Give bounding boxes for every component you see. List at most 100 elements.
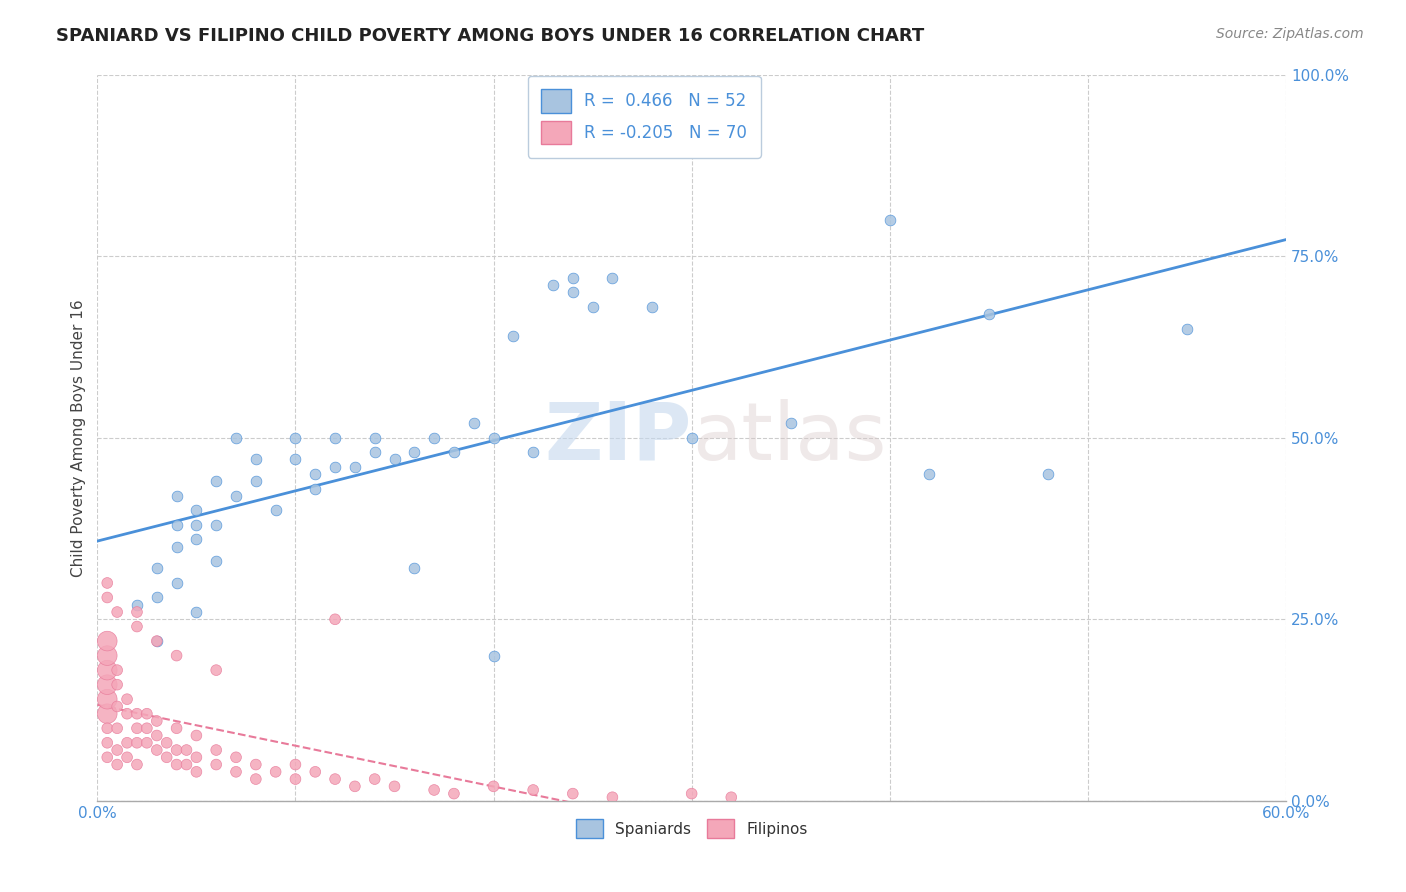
Point: [641, 300, 664, 314]
Point: [105, 757, 128, 772]
Point: [363, 431, 385, 445]
Text: atlas: atlas: [692, 399, 886, 476]
Point: [879, 212, 901, 227]
Point: [561, 285, 583, 300]
Point: [205, 517, 228, 532]
Text: Source: ZipAtlas.com: Source: ZipAtlas.com: [1216, 27, 1364, 41]
Point: [96, 692, 118, 706]
Point: [1038, 467, 1060, 481]
Point: [977, 307, 1000, 321]
Point: [146, 729, 169, 743]
Point: [105, 663, 128, 677]
Point: [323, 459, 346, 474]
Point: [225, 750, 247, 764]
Point: [146, 714, 169, 728]
Point: [186, 729, 208, 743]
Point: [245, 475, 267, 489]
Point: [304, 467, 326, 481]
Point: [284, 431, 307, 445]
Point: [225, 431, 247, 445]
Point: [96, 648, 118, 663]
Point: [105, 678, 128, 692]
Point: [156, 736, 179, 750]
Point: [166, 648, 188, 663]
Point: [264, 503, 287, 517]
Point: [166, 757, 188, 772]
Point: [602, 271, 624, 285]
Point: [363, 445, 385, 459]
Point: [482, 431, 505, 445]
Point: [176, 757, 198, 772]
Point: [96, 576, 118, 591]
Point: [186, 750, 208, 764]
Point: [205, 757, 228, 772]
Point: [96, 663, 118, 677]
Point: [482, 780, 505, 794]
Point: [1175, 322, 1198, 336]
Point: [443, 787, 465, 801]
Point: [146, 561, 169, 575]
Text: SPANIARD VS FILIPINO CHILD POVERTY AMONG BOYS UNDER 16 CORRELATION CHART: SPANIARD VS FILIPINO CHILD POVERTY AMONG…: [56, 27, 925, 45]
Point: [284, 757, 307, 772]
Point: [166, 721, 188, 735]
Point: [156, 750, 179, 764]
Point: [166, 540, 188, 554]
Point: [115, 736, 138, 750]
Point: [96, 736, 118, 750]
Point: [146, 634, 169, 648]
Point: [96, 634, 118, 648]
Point: [186, 503, 208, 517]
Point: [96, 591, 118, 605]
Point: [205, 475, 228, 489]
Point: [323, 612, 346, 626]
Point: [284, 452, 307, 467]
Point: [166, 576, 188, 591]
Point: [105, 699, 128, 714]
Point: [323, 431, 346, 445]
Point: [602, 790, 624, 805]
Point: [96, 706, 118, 721]
Point: [561, 271, 583, 285]
Point: [96, 750, 118, 764]
Point: [186, 517, 208, 532]
Point: [115, 692, 138, 706]
Point: [166, 489, 188, 503]
Point: [404, 561, 426, 575]
Point: [125, 736, 148, 750]
Point: [522, 783, 544, 797]
Point: [135, 706, 157, 721]
Point: [384, 452, 406, 467]
Point: [186, 764, 208, 779]
Point: [423, 783, 446, 797]
Point: [343, 459, 366, 474]
Point: [115, 750, 138, 764]
Point: [135, 736, 157, 750]
Point: [105, 605, 128, 619]
Point: [323, 772, 346, 786]
Point: [125, 757, 148, 772]
Point: [404, 445, 426, 459]
Point: [681, 787, 703, 801]
Point: [245, 757, 267, 772]
Point: [384, 780, 406, 794]
Point: [284, 772, 307, 786]
Point: [225, 489, 247, 503]
Point: [146, 634, 169, 648]
Point: [125, 598, 148, 612]
Point: [245, 452, 267, 467]
Point: [541, 278, 564, 293]
Point: [304, 482, 326, 496]
Point: [105, 743, 128, 757]
Point: [304, 764, 326, 779]
Point: [423, 431, 446, 445]
Point: [205, 554, 228, 568]
Point: [176, 743, 198, 757]
Point: [225, 764, 247, 779]
Point: [264, 764, 287, 779]
Point: [186, 605, 208, 619]
Point: [463, 416, 485, 430]
Point: [96, 678, 118, 692]
Point: [343, 780, 366, 794]
Point: [443, 445, 465, 459]
Point: [115, 706, 138, 721]
